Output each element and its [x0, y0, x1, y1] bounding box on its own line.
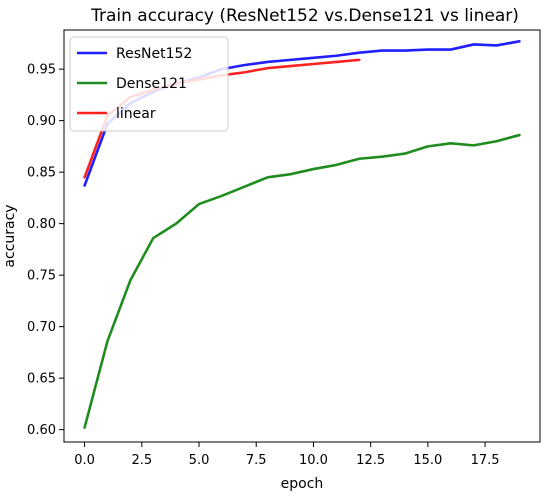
legend-label-dense121: Dense121	[116, 76, 187, 92]
x-tick-label: 12.5	[356, 453, 385, 468]
plot-frame	[63, 29, 541, 443]
y-tick-label: 0.75	[27, 269, 56, 284]
x-tick-label: 15.0	[413, 453, 442, 468]
x-tick-label: 0.0	[74, 453, 95, 468]
y-tick-label: 0.95	[27, 63, 56, 78]
y-tick-label: 0.70	[27, 320, 56, 335]
y-tick-label: 0.60	[27, 423, 56, 438]
legend: ResNet152 Dense121 linear	[69, 36, 229, 132]
chart-title: Train accuracy (ResNet152 vs.Dense121 vs…	[90, 6, 519, 26]
y-tick-label: 0.85	[27, 166, 56, 181]
legend-label-linear: linear	[116, 106, 156, 122]
x-tick-label: 2.5	[131, 453, 152, 468]
x-tick-label: 7.5	[246, 453, 267, 468]
x-axis-ticks: 0.0 2.5 5.0 7.5 10.0 12.5 15.0 17.5	[74, 442, 500, 468]
x-tick-label: 17.5	[471, 453, 500, 468]
y-tick-label: 0.65	[27, 372, 56, 387]
x-tick-label: 5.0	[189, 453, 210, 468]
legend-box	[69, 36, 229, 132]
y-tick-label: 0.90	[27, 114, 56, 129]
legend-label-resnet152: ResNet152	[116, 46, 192, 62]
x-tick-label: 10.0	[299, 453, 328, 468]
y-tick-label: 0.80	[27, 217, 56, 232]
series-line-dense121	[83, 133, 521, 429]
y-axis-ticks: 0.60 0.65 0.70 0.75 0.80 0.85 0.90 0.95	[27, 63, 64, 438]
y-axis-label: accuracy	[2, 204, 18, 267]
x-axis-label: epoch	[281, 476, 324, 492]
